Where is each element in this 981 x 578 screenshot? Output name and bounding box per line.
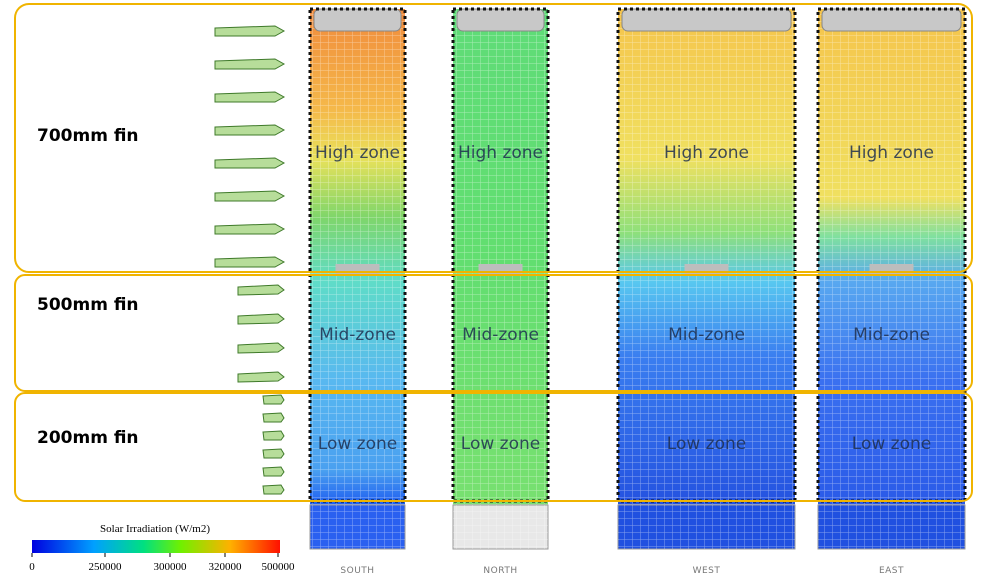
zone-label: Low zone [318,434,397,454]
podium-grid [453,505,548,549]
fin [263,395,284,404]
roof [822,9,961,31]
fin [238,343,284,353]
legend-tick-label: 0 [29,561,35,573]
fin [215,257,284,267]
legend-title: Solar Irradiation (W/m2) [100,523,210,535]
fin-label: 700mm fin [37,126,139,146]
figure: High zone Mid-zone Low zone SOUTH High zone M… [0,0,981,578]
fin [215,224,284,234]
zone-label: Mid-zone [853,325,930,345]
facade-grid [310,9,405,505]
podium-grid [618,505,795,549]
facade-grid [453,9,548,505]
roof [457,9,544,31]
facade-label: SOUTH [340,566,374,576]
facade-label: WEST [693,566,721,576]
fin [238,285,284,295]
fin [263,485,284,494]
zone-label: High zone [315,143,400,163]
fin [215,26,284,36]
fin [215,59,284,69]
fin [263,413,284,422]
zone-label: Mid-zone [319,325,396,345]
fins [215,26,284,494]
zone-label: Low zone [852,434,931,454]
colorbar [32,540,280,553]
legend-tick-label: 300000 [154,561,188,573]
facade-label: EAST [879,566,904,576]
fin [263,467,284,476]
legend-tick-label: 250000 [89,561,123,573]
roof [622,9,791,31]
zone-label: High zone [664,143,749,163]
fin [263,431,284,440]
zone-label: High zone [849,143,934,163]
zone-label: Mid-zone [462,325,539,345]
zone-label: Low zone [461,434,540,454]
fin [263,449,284,458]
zone-label: Low zone [667,434,746,454]
facades: High zone Mid-zone Low zone SOUTH High zone M… [310,9,965,576]
roof [314,9,401,31]
zone-label: Mid-zone [668,325,745,345]
legend-tick-label: 500000 [262,561,296,573]
fin [215,125,284,135]
podium-grid [310,505,405,549]
facade-label: NORTH [483,566,517,576]
fin [238,314,284,324]
fin [215,92,284,102]
fin-label: 200mm fin [37,428,139,448]
facade-grid [818,9,965,505]
fin [215,191,284,201]
fin [215,158,284,168]
facade-grid [618,9,795,505]
fin-label: 500mm fin [37,295,139,315]
zone-label: High zone [458,143,543,163]
podium-grid [818,505,965,549]
fin [238,372,284,382]
legend-tick-label: 320000 [209,561,243,573]
